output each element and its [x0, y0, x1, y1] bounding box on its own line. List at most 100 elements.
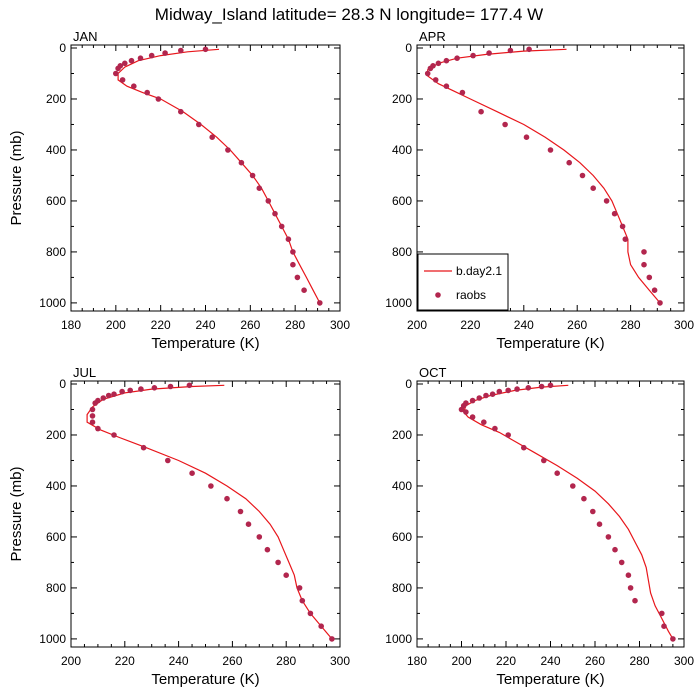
- raobs-point: [189, 470, 195, 477]
- raobs-point: [454, 55, 460, 61]
- raobs-point: [541, 457, 547, 464]
- raobs-point: [646, 274, 653, 281]
- panel-label: JAN: [73, 29, 98, 44]
- raobs-point: [622, 236, 629, 242]
- raobs-point: [111, 391, 117, 398]
- y-axis-label: Pressure (mb): [8, 130, 25, 225]
- raobs-point: [481, 419, 487, 426]
- raobs-point: [486, 50, 492, 56]
- raobs-point: [661, 623, 667, 629]
- legend-label: raobs: [456, 288, 486, 302]
- raobs-point: [526, 46, 532, 53]
- x-tick-label: 200: [407, 318, 427, 332]
- x-tick-label: 220: [460, 318, 480, 332]
- raobs-point: [224, 495, 230, 502]
- x-tick-label: 240: [169, 654, 189, 668]
- raobs-point: [570, 483, 576, 489]
- raobs-point: [514, 386, 520, 392]
- panel-label: JUL: [73, 365, 96, 380]
- y-tick-label: 200: [46, 428, 66, 442]
- y-tick-label: 0: [405, 41, 412, 55]
- x-tick-label: 200: [451, 654, 471, 668]
- raobs-point: [272, 210, 278, 217]
- legend: b.day2.1 raobs: [417, 253, 509, 311]
- raobs-point: [89, 419, 96, 426]
- raobs-point: [275, 559, 281, 566]
- raobs-point: [115, 65, 121, 72]
- plot-area: [458, 382, 676, 642]
- raobs-point: [329, 636, 335, 642]
- raobs-point: [264, 546, 271, 553]
- raobs-point: [290, 261, 296, 268]
- raobs-point: [237, 508, 244, 515]
- y-tick-label: 200: [392, 428, 412, 442]
- raobs-point: [128, 57, 135, 64]
- raobs-point: [538, 383, 545, 390]
- legend-label: b.day2.1: [456, 264, 502, 278]
- y-tick-label: 800: [46, 245, 66, 259]
- raobs-point: [111, 432, 117, 438]
- raobs-point: [507, 47, 514, 54]
- raobs-point: [458, 406, 465, 413]
- raobs-point: [283, 572, 290, 578]
- x-tick-label: 260: [222, 654, 242, 668]
- raobs-point: [590, 508, 596, 515]
- raobs-point: [605, 534, 612, 540]
- raobs-point: [505, 432, 512, 438]
- raobs-point: [265, 198, 272, 204]
- raobs-point: [489, 391, 496, 398]
- raobs-point: [113, 70, 119, 77]
- raobs-point: [492, 425, 498, 432]
- raobs-point: [427, 65, 434, 72]
- raobs-point: [483, 392, 489, 399]
- raobs-point: [505, 387, 512, 394]
- y-tick-label: 400: [46, 143, 66, 157]
- x-tick-label: 200: [106, 318, 126, 332]
- y-tick-label: 800: [46, 581, 66, 595]
- raobs-point: [119, 77, 126, 83]
- y-axis-label: Pressure (mb): [8, 466, 25, 561]
- raobs-point: [89, 413, 96, 419]
- x-tick-label: 240: [514, 318, 534, 332]
- raobs-point: [547, 147, 554, 153]
- raobs-point: [299, 597, 306, 604]
- x-tick-label: 240: [540, 654, 560, 668]
- raobs-point: [140, 444, 147, 451]
- raobs-point: [290, 249, 296, 255]
- panel-jul: JUL 200 220 240 260 280 300 0 200 400 600 800 1000 Te…: [8, 365, 350, 688]
- raobs-point: [186, 382, 193, 389]
- raobs-point: [245, 521, 252, 527]
- raobs-point: [590, 185, 596, 191]
- raobs-point: [657, 300, 663, 306]
- raobs-point: [523, 134, 530, 140]
- plot-area: [86, 382, 335, 642]
- raobs-point: [137, 55, 144, 61]
- raobs-point: [627, 585, 634, 591]
- raobs-point: [148, 52, 155, 59]
- y-tick-label: 600: [392, 530, 412, 544]
- raobs-point: [469, 414, 476, 420]
- raobs-point: [249, 172, 256, 179]
- x-tick-label: 300: [674, 318, 694, 332]
- raobs-point: [307, 610, 314, 617]
- raobs-point: [478, 108, 484, 115]
- y-tick-label: 600: [46, 530, 66, 544]
- x-tick-label: 300: [330, 318, 350, 332]
- raobs-point: [603, 198, 610, 204]
- y-tick-label: 800: [392, 581, 412, 595]
- raobs-point: [178, 47, 184, 54]
- x-tick-label: 280: [621, 318, 641, 332]
- y-tick-label: 1000: [385, 632, 412, 646]
- raobs-point: [611, 210, 618, 217]
- raobs-point: [225, 147, 231, 153]
- x-tick-label: 300: [674, 654, 694, 668]
- raobs-point: [502, 121, 508, 128]
- x-tick-label: 280: [285, 318, 305, 332]
- raobs-point: [596, 521, 603, 527]
- raobs-point: [178, 108, 184, 115]
- y-tick-label: 400: [392, 143, 412, 157]
- raobs-point: [463, 409, 469, 415]
- raobs-point: [632, 597, 638, 604]
- raobs-point: [238, 159, 245, 166]
- raobs-point: [89, 406, 96, 413]
